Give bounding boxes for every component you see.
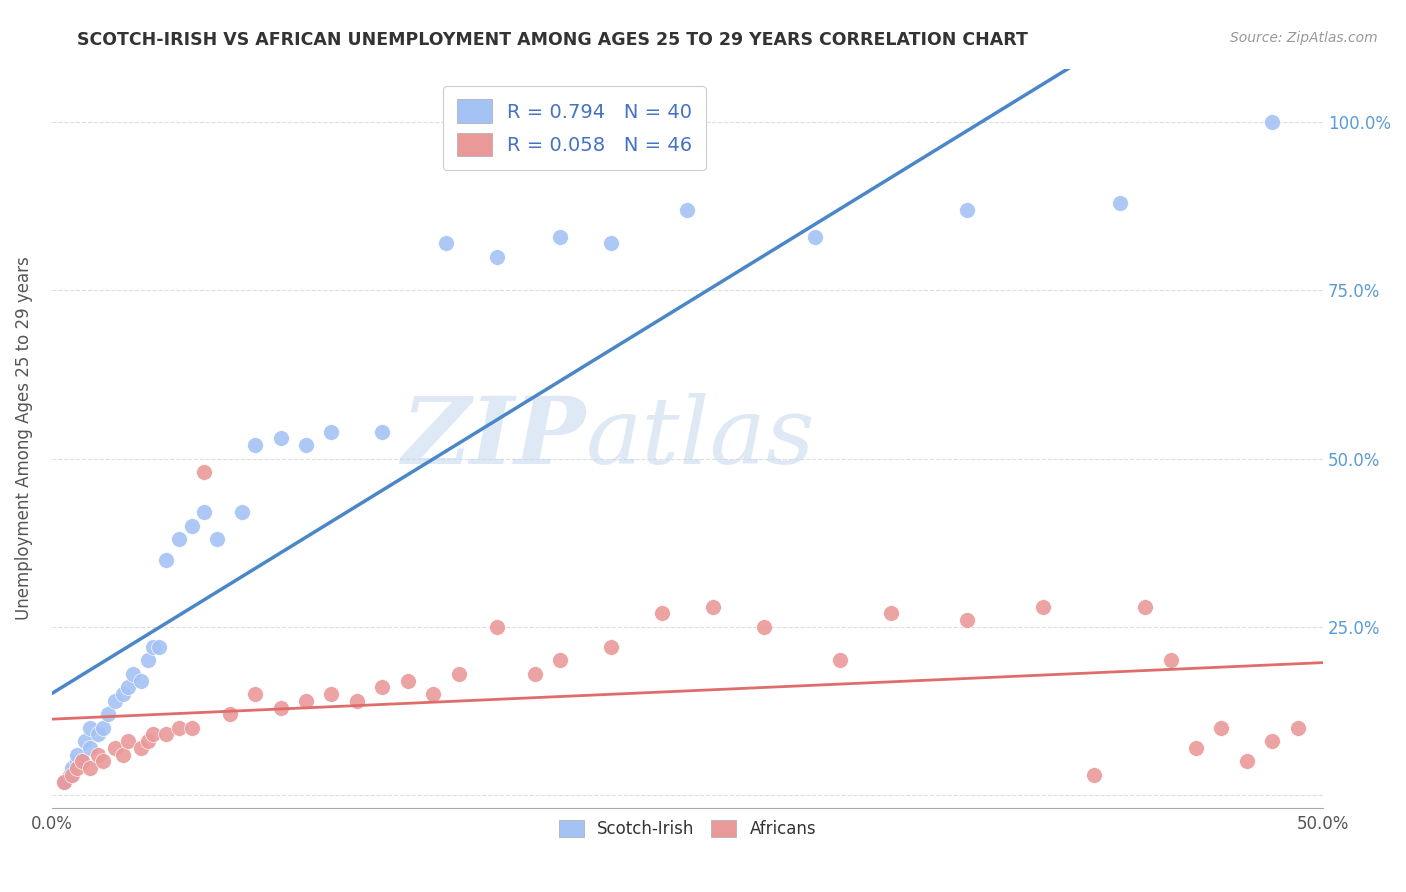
Point	[167, 533, 190, 547]
Point	[66, 761, 89, 775]
Point	[243, 687, 266, 701]
Point	[79, 761, 101, 775]
Point	[79, 721, 101, 735]
Point	[142, 727, 165, 741]
Point	[205, 533, 228, 547]
Point	[104, 740, 127, 755]
Point	[180, 721, 202, 735]
Point	[111, 747, 134, 762]
Point	[73, 734, 96, 748]
Point	[66, 755, 89, 769]
Y-axis label: Unemployment Among Ages 25 to 29 years: Unemployment Among Ages 25 to 29 years	[15, 257, 32, 620]
Point	[58, 768, 80, 782]
Point	[180, 519, 202, 533]
Point	[803, 229, 825, 244]
Point	[270, 700, 292, 714]
Point	[155, 727, 177, 741]
Point	[117, 681, 139, 695]
Point	[60, 768, 83, 782]
Text: ZIP: ZIP	[402, 393, 586, 483]
Point	[142, 640, 165, 654]
Point	[91, 721, 114, 735]
Point	[371, 425, 394, 439]
Point	[1133, 599, 1156, 614]
Point	[111, 687, 134, 701]
Point	[117, 734, 139, 748]
Point	[155, 552, 177, 566]
Point	[86, 727, 108, 741]
Text: Source: ZipAtlas.com: Source: ZipAtlas.com	[1230, 31, 1378, 45]
Point	[676, 202, 699, 217]
Point	[880, 607, 903, 621]
Point	[550, 229, 572, 244]
Point	[371, 681, 394, 695]
Point	[447, 667, 470, 681]
Point	[79, 740, 101, 755]
Point	[346, 694, 368, 708]
Point	[53, 774, 76, 789]
Point	[122, 667, 145, 681]
Point	[72, 755, 94, 769]
Point	[523, 667, 546, 681]
Point	[1160, 653, 1182, 667]
Point	[702, 599, 724, 614]
Point	[91, 755, 114, 769]
Text: SCOTCH-IRISH VS AFRICAN UNEMPLOYMENT AMONG AGES 25 TO 29 YEARS CORRELATION CHART: SCOTCH-IRISH VS AFRICAN UNEMPLOYMENT AMO…	[77, 31, 1028, 49]
Point	[295, 694, 318, 708]
Point	[270, 432, 292, 446]
Point	[53, 774, 76, 789]
Point	[129, 673, 152, 688]
Legend: Scotch-Irish, Africans: Scotch-Irish, Africans	[553, 813, 823, 845]
Point	[600, 640, 623, 654]
Point	[1211, 721, 1233, 735]
Point	[1261, 734, 1284, 748]
Point	[752, 620, 775, 634]
Point	[485, 250, 508, 264]
Point	[243, 438, 266, 452]
Point	[1083, 768, 1105, 782]
Point	[193, 506, 215, 520]
Point	[1261, 115, 1284, 129]
Point	[956, 613, 979, 627]
Point	[1236, 755, 1258, 769]
Point	[231, 506, 253, 520]
Point	[138, 734, 160, 748]
Text: atlas: atlas	[586, 393, 815, 483]
Point	[66, 747, 89, 762]
Point	[129, 740, 152, 755]
Point	[321, 687, 343, 701]
Point	[60, 761, 83, 775]
Point	[828, 653, 851, 667]
Point	[321, 425, 343, 439]
Point	[1185, 740, 1208, 755]
Point	[86, 747, 108, 762]
Point	[104, 694, 127, 708]
Point	[434, 236, 457, 251]
Point	[651, 607, 673, 621]
Point	[72, 755, 94, 769]
Point	[138, 653, 160, 667]
Point	[97, 707, 120, 722]
Point	[1108, 196, 1130, 211]
Point	[600, 236, 623, 251]
Point	[167, 721, 190, 735]
Point	[396, 673, 419, 688]
Point	[485, 620, 508, 634]
Point	[1032, 599, 1054, 614]
Point	[148, 640, 170, 654]
Point	[1286, 721, 1309, 735]
Point	[295, 438, 318, 452]
Point	[956, 202, 979, 217]
Point	[218, 707, 240, 722]
Point	[550, 653, 572, 667]
Point	[193, 465, 215, 479]
Point	[422, 687, 444, 701]
